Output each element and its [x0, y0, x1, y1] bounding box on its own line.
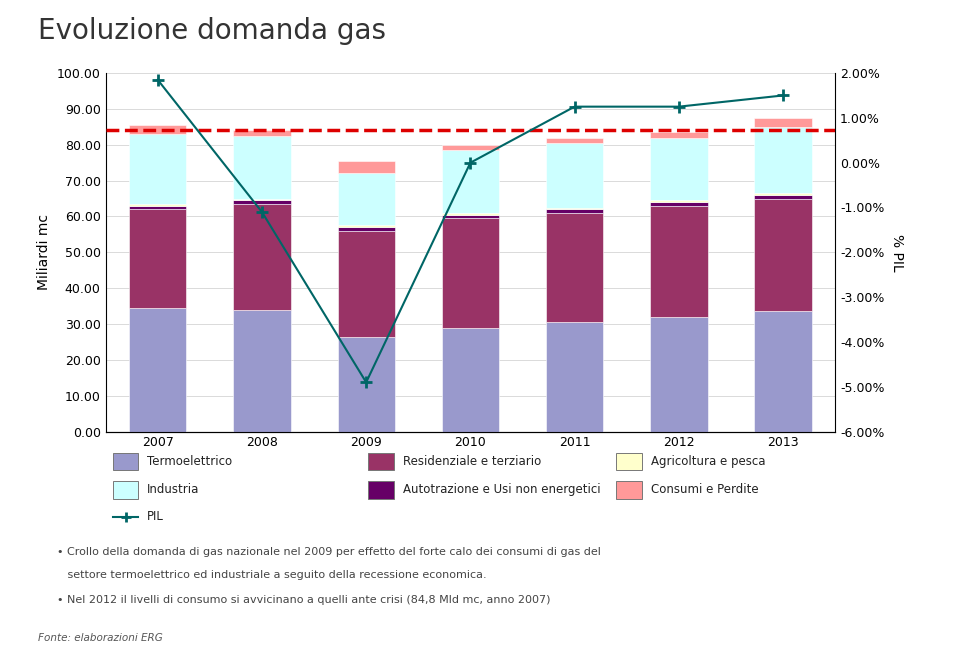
- Bar: [650, 132, 708, 137]
- Text: PIL: PIL: [147, 510, 164, 523]
- Bar: [755, 195, 812, 199]
- Bar: [616, 481, 642, 499]
- Bar: [233, 309, 291, 432]
- Bar: [442, 214, 499, 218]
- Bar: [650, 137, 708, 201]
- Text: Residenziale e terziario: Residenziale e terziario: [402, 455, 540, 468]
- Bar: [616, 453, 642, 470]
- Bar: [546, 143, 603, 207]
- Bar: [755, 127, 812, 193]
- Bar: [129, 125, 186, 134]
- Bar: [338, 161, 395, 173]
- Bar: [129, 206, 186, 209]
- Y-axis label: % PIL: % PIL: [890, 234, 904, 271]
- Text: 16: 16: [890, 31, 920, 50]
- Text: Consumi e Perdite: Consumi e Perdite: [651, 483, 758, 497]
- Bar: [129, 134, 186, 204]
- Bar: [113, 453, 138, 470]
- Text: Autotrazione e Usi non energetici: Autotrazione e Usi non energetici: [402, 483, 600, 497]
- Text: Agricoltura e pesca: Agricoltura e pesca: [651, 455, 765, 468]
- Bar: [650, 317, 708, 432]
- Bar: [338, 231, 395, 337]
- Bar: [546, 213, 603, 322]
- Bar: [338, 227, 395, 231]
- Bar: [338, 225, 395, 227]
- Bar: [233, 204, 291, 309]
- Bar: [338, 173, 395, 225]
- Text: • Crollo della domanda di gas nazionale nel 2009 per effetto del forte calo dei : • Crollo della domanda di gas nazionale …: [58, 547, 601, 557]
- Text: Evoluzione domanda gas: Evoluzione domanda gas: [38, 17, 386, 44]
- Bar: [442, 145, 499, 150]
- Y-axis label: Miliardi mc: Miliardi mc: [37, 214, 51, 290]
- Bar: [442, 218, 499, 327]
- Bar: [650, 201, 708, 202]
- Bar: [129, 204, 186, 206]
- Bar: [546, 137, 603, 143]
- Bar: [129, 308, 186, 432]
- Text: • Nel 2012 il livelli di consumo si avvicinano a quelli ante crisi (84,8 Mld mc,: • Nel 2012 il livelli di consumo si avvi…: [58, 595, 551, 605]
- Bar: [233, 135, 291, 199]
- Text: Termoelettrico: Termoelettrico: [147, 455, 232, 468]
- Text: Fonte: elaborazioni ERG: Fonte: elaborazioni ERG: [38, 633, 163, 643]
- Bar: [650, 202, 708, 206]
- Bar: [546, 207, 603, 209]
- Bar: [233, 130, 291, 136]
- Bar: [755, 311, 812, 432]
- Text: Industria: Industria: [147, 483, 200, 497]
- Bar: [129, 209, 186, 308]
- Bar: [755, 193, 812, 195]
- Bar: [442, 327, 499, 432]
- Bar: [113, 481, 138, 499]
- Bar: [338, 337, 395, 432]
- Text: settore termoelettrico ed industriale a seguito della recessione economica.: settore termoelettrico ed industriale a …: [58, 570, 487, 580]
- Bar: [650, 206, 708, 317]
- Bar: [369, 481, 394, 499]
- Bar: [755, 118, 812, 127]
- Bar: [233, 199, 291, 201]
- Bar: [755, 199, 812, 311]
- Bar: [442, 213, 499, 214]
- Bar: [546, 209, 603, 213]
- Bar: [546, 322, 603, 432]
- Bar: [442, 150, 499, 213]
- Bar: [369, 453, 394, 470]
- Bar: [233, 201, 291, 204]
